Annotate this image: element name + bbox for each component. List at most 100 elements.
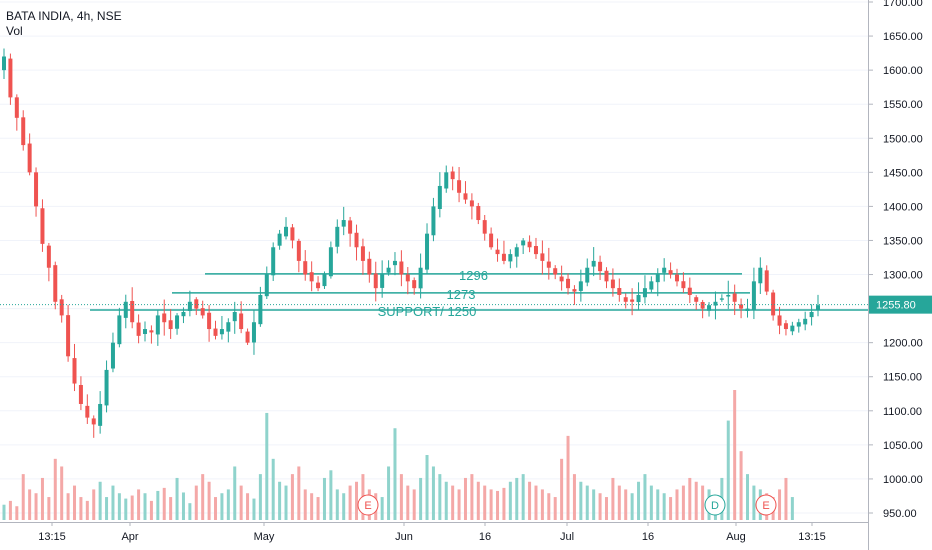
candle-body [732, 293, 737, 302]
volume-bar [92, 489, 96, 520]
event-circle [357, 494, 379, 516]
candle-body [2, 56, 6, 71]
volume-bar [656, 489, 660, 520]
candle-body [687, 287, 692, 295]
candle-body [623, 297, 628, 302]
volume-bar [258, 474, 262, 520]
candle-body [450, 171, 455, 180]
candle-body [143, 329, 148, 335]
volume-bar [233, 466, 237, 520]
time-axis[interactable]: 13:15 Apr May Jun 16 Jul 16 Aug 13:15 [0, 522, 868, 543]
dividend-marker[interactable]: D [704, 494, 726, 516]
volume-bar [688, 477, 692, 520]
candle-body [559, 276, 564, 282]
volume-bar [252, 498, 256, 520]
candle-body [59, 299, 64, 316]
volume-bar [348, 485, 352, 520]
candle-body [386, 267, 391, 273]
candle-body [66, 315, 71, 357]
last-price-tag: 1255.80 [0, 295, 932, 314]
symbol-title[interactable]: BATA INDIA, 4h, NSE [6, 9, 122, 23]
candle-body [489, 233, 494, 248]
candle-body [367, 258, 372, 275]
volume-bar [579, 481, 583, 520]
candle-body [277, 233, 282, 246]
last-price-tag-bg [869, 295, 932, 314]
candle-body [341, 220, 346, 227]
volume-bar [585, 485, 589, 520]
volume-bar [303, 489, 307, 520]
volume-bar [515, 477, 519, 520]
volume-bar [521, 474, 525, 520]
price-tick-label: 950.00 [883, 508, 917, 520]
candle-body [360, 246, 365, 261]
candle-body [380, 274, 385, 288]
volume-bar [239, 485, 243, 520]
volume-bar [342, 493, 346, 520]
candle-body [501, 253, 506, 261]
chart-grid [0, 1, 868, 514]
candle-body [482, 220, 487, 234]
volume-bar [572, 474, 576, 520]
volume-bar [53, 458, 57, 520]
volume-bar [726, 420, 730, 520]
candle-body [662, 267, 667, 273]
earnings-marker[interactable]: E [755, 494, 777, 516]
volume-bars [2, 390, 794, 520]
candle-body [34, 172, 39, 207]
candle-body [46, 245, 51, 268]
candle-body [790, 325, 795, 332]
candle-body [149, 330, 154, 333]
volume-bar [637, 481, 641, 520]
price-axis[interactable]: 1700.00 1650.00 1600.00 1550.00 1500.00 1450.… [868, 0, 923, 550]
volume-bar [431, 466, 435, 520]
candle-body [425, 233, 430, 270]
event-circle [704, 494, 726, 516]
candle-body [668, 270, 673, 275]
candle-body [681, 281, 686, 289]
candle-body [777, 315, 782, 326]
volume-bar [412, 489, 416, 520]
candle-body [264, 274, 269, 297]
volume-bar [47, 497, 51, 520]
price-tick-label: 1000.00 [883, 474, 923, 486]
candle-body [771, 292, 776, 316]
level-label: 1296 [459, 268, 488, 283]
price-tick-label: 1200.00 [883, 338, 923, 350]
volume-bar [470, 474, 474, 520]
volume-bar [8, 500, 12, 520]
price-tick-label: 1050.00 [883, 440, 923, 452]
volume-bar [85, 500, 89, 520]
volume-bar [451, 485, 455, 520]
candle-body [809, 312, 814, 318]
candle-body [437, 185, 442, 210]
candle-body [418, 267, 423, 289]
candle-body [290, 227, 295, 241]
volume-bar [117, 493, 121, 520]
volume-bar [701, 485, 705, 520]
volume-indicator-label[interactable]: Vol [6, 24, 23, 38]
candle-body [181, 312, 186, 317]
volume-bar [111, 485, 115, 520]
candle-body [207, 312, 212, 330]
volume-bar [483, 485, 487, 520]
candle-body [546, 261, 551, 268]
volume-bar [265, 412, 269, 520]
candle-body [764, 270, 769, 292]
candle-body [117, 315, 122, 345]
volume-bar [124, 498, 128, 520]
candlesticks [2, 48, 820, 438]
earnings-marker[interactable]: E [357, 494, 379, 516]
volume-bar [508, 481, 512, 520]
event-label: E [762, 500, 769, 512]
candle-body [53, 265, 58, 302]
volume-bar [156, 490, 160, 520]
candle-body [239, 313, 244, 330]
candle-body [604, 270, 609, 282]
volume-bar [489, 489, 493, 520]
horizontal-levels: 1296 1273 SUPPORT/ 1250 [90, 268, 868, 319]
volume-bar [630, 493, 634, 520]
candle-body [187, 301, 192, 311]
